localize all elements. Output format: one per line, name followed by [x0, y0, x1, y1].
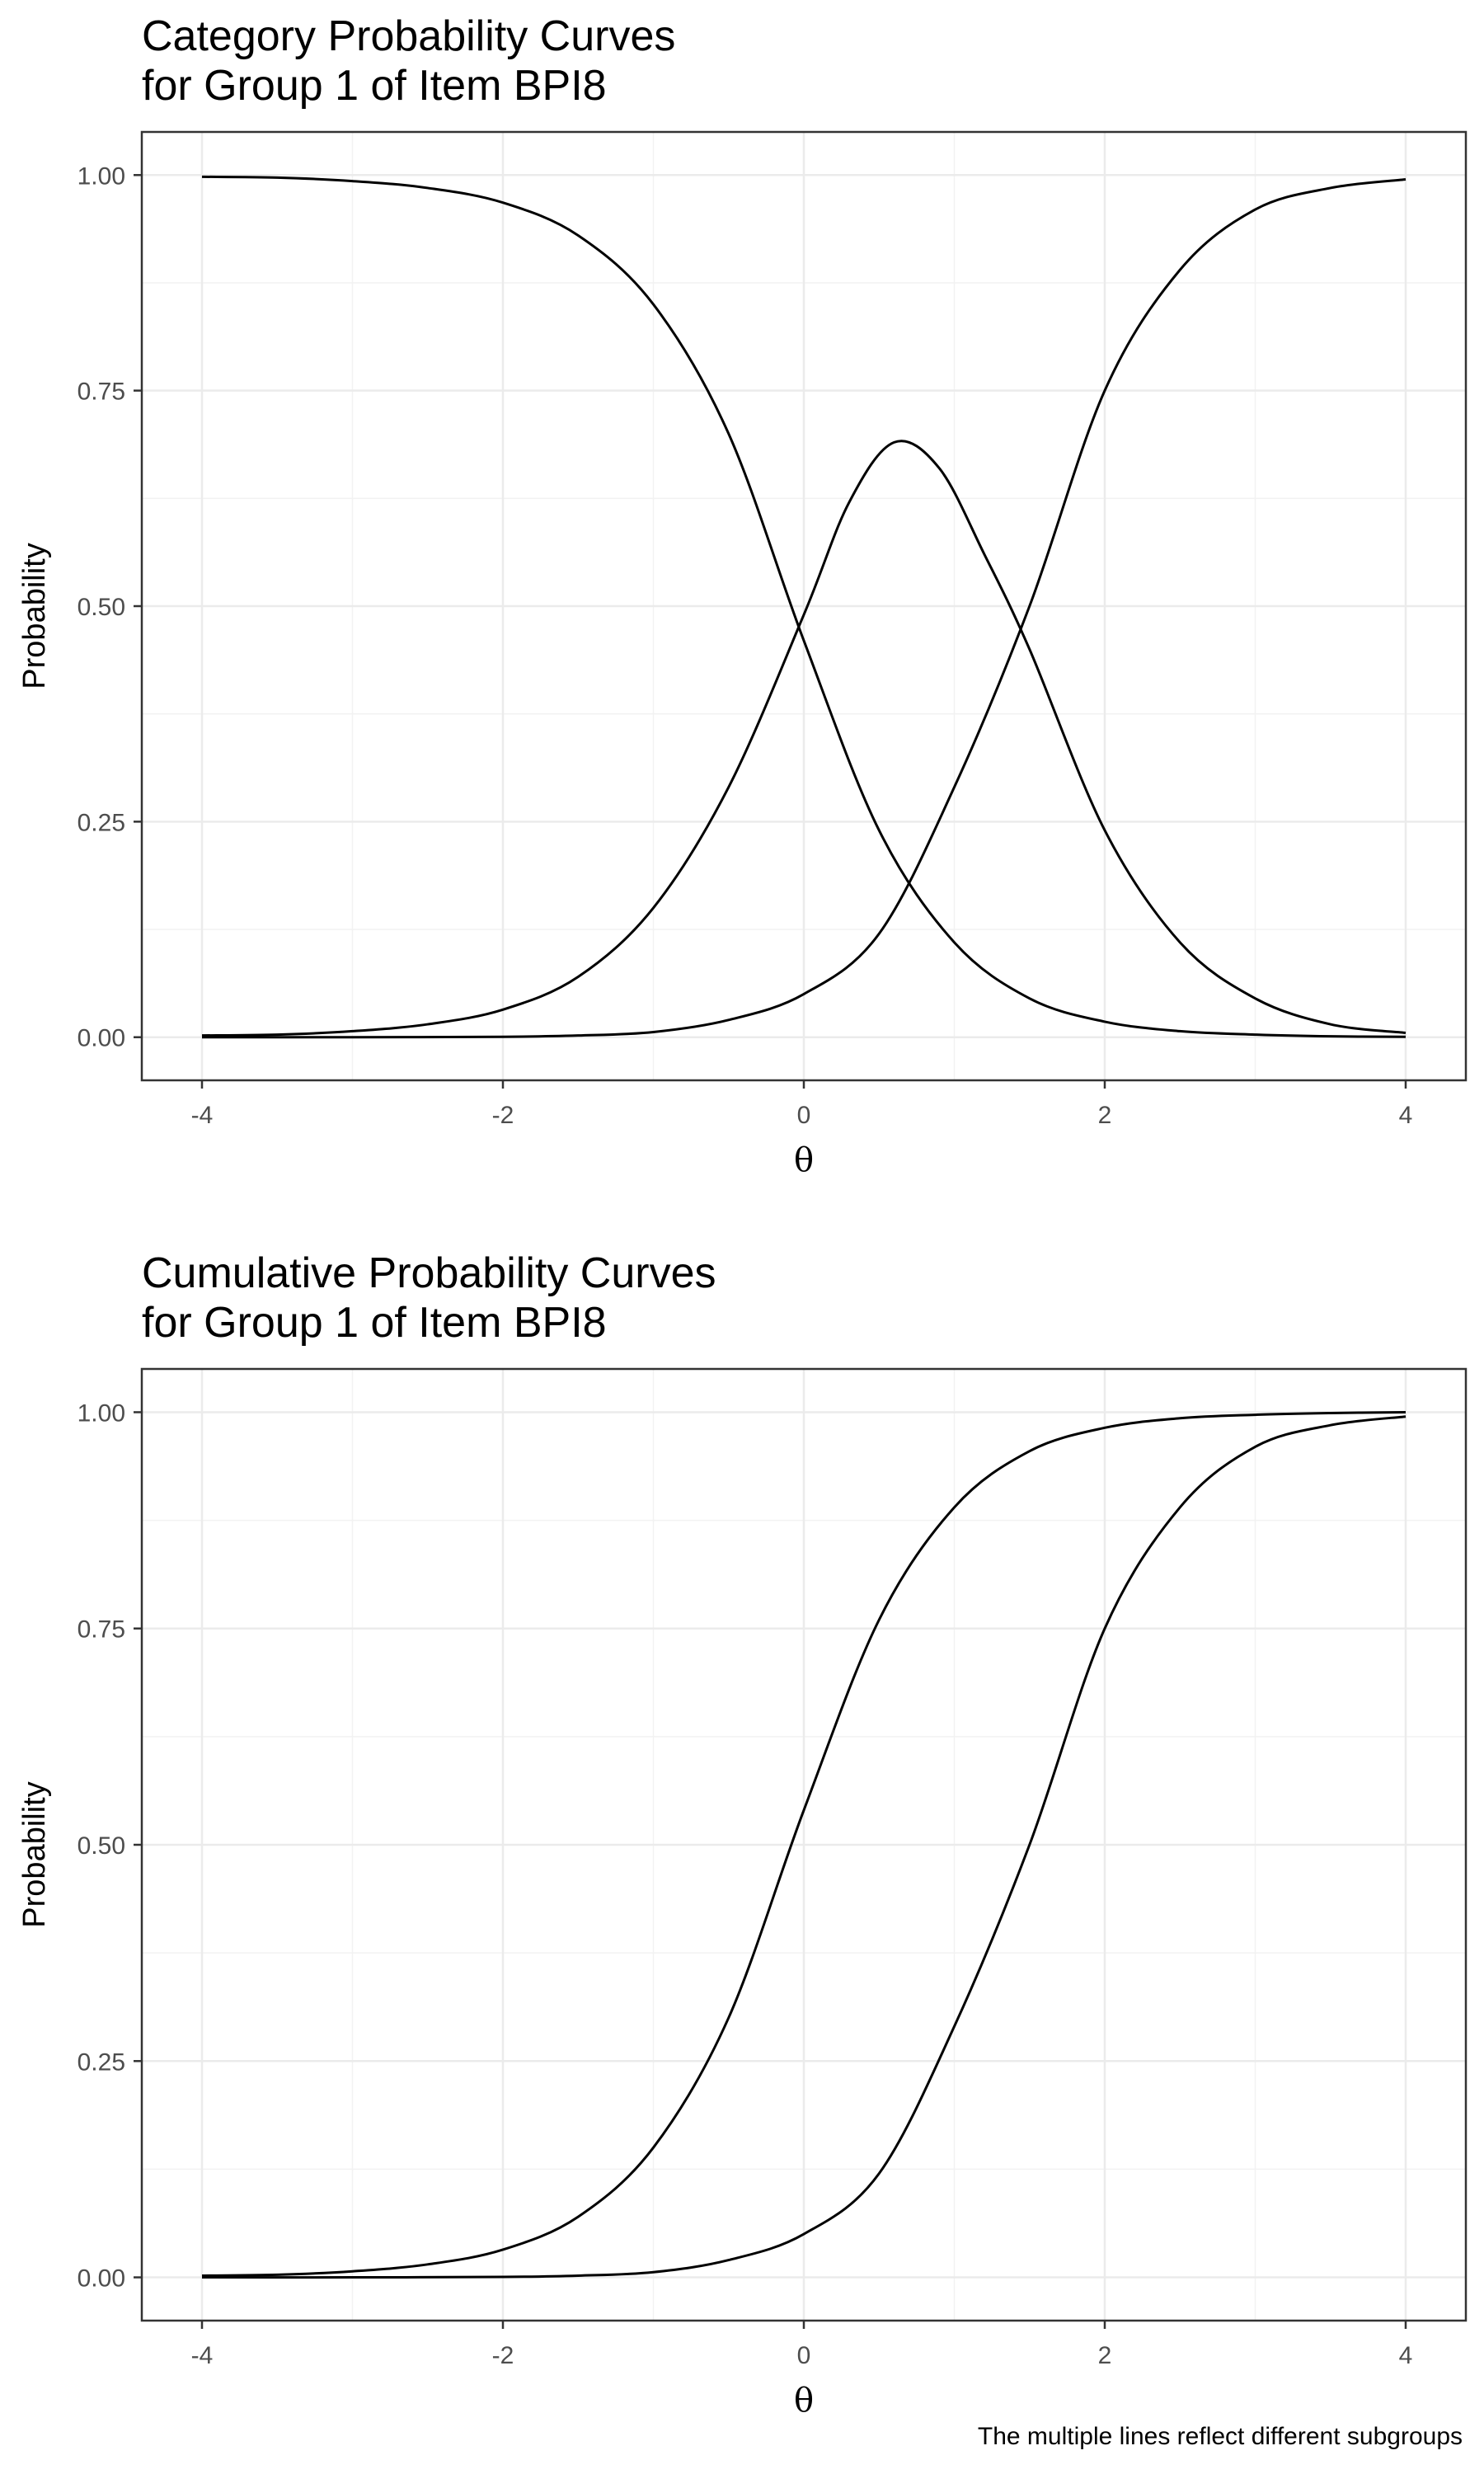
y-tick-label: 0.25 [77, 2048, 125, 2076]
series-line-2 [201, 1415, 1407, 2279]
y-axis-title: Probability [17, 543, 52, 689]
y-tick-label: 0.50 [77, 1832, 125, 1860]
series-line-3 [201, 178, 1407, 1039]
chart-title: Category Probability Curves for Group 1 … [142, 12, 675, 111]
x-tick-label: 4 [1399, 2342, 1413, 2369]
x-axis-title: θ [794, 1141, 814, 1179]
y-tick-label: 1.00 [77, 162, 125, 190]
y-tick-label: 0.00 [77, 2265, 125, 2293]
series-line-1 [201, 175, 1407, 1038]
chart-title-line-1: Category Probability Curves [142, 12, 676, 60]
x-tick-label: -4 [191, 1102, 214, 1129]
chart-title-line-2: for Group 1 of Item BPI8 [142, 1299, 607, 1347]
chart-title-line-2: for Group 1 of Item BPI8 [142, 62, 607, 110]
caption: The multiple lines reflect different sub… [977, 2423, 1463, 2450]
category-probability-chart: -4 -2 0 2 4 0.00 0.25 0.50 0.75 1.00 θ Probability [17, 130, 1468, 1179]
x-tick-label: -2 [492, 2342, 514, 2369]
x-axis-title: θ [794, 2382, 814, 2420]
x-tick-label: -4 [191, 2342, 214, 2369]
series-line-1 [201, 1410, 1407, 2277]
x-tick-label: 2 [1098, 1102, 1112, 1129]
y-tick-label: 0.25 [77, 809, 125, 836]
cumulative-probability-panel: Cumulative Probability Curves for Group … [0, 1237, 1484, 2420]
y-tick-label: 0.75 [77, 1616, 125, 1644]
y-axis-title: Probability [17, 1781, 52, 1927]
x-tick-label: 0 [797, 1102, 811, 1129]
y-tick-label: 1.00 [77, 1399, 125, 1427]
category-probability-panel: Category Probability Curves for Group 1 … [0, 0, 1484, 1221]
series-line-2 [201, 440, 1407, 1037]
chart-title: Cumulative Probability Curves for Group … [142, 1249, 716, 1348]
y-tick-label: 0.00 [77, 1025, 125, 1052]
cumulative-probability-chart: -4 -2 0 2 4 0.00 0.25 0.50 0.75 1.00 θ Probability [17, 1367, 1468, 2420]
y-tick-label: 0.50 [77, 594, 125, 621]
chart-title-line-1: Cumulative Probability Curves [142, 1249, 716, 1297]
x-tick-label: 2 [1098, 2342, 1112, 2369]
x-tick-label: 0 [797, 2342, 811, 2369]
x-tick-label: -2 [492, 1102, 514, 1129]
y-tick-label: 0.75 [77, 379, 125, 406]
x-tick-label: 4 [1399, 1102, 1413, 1129]
